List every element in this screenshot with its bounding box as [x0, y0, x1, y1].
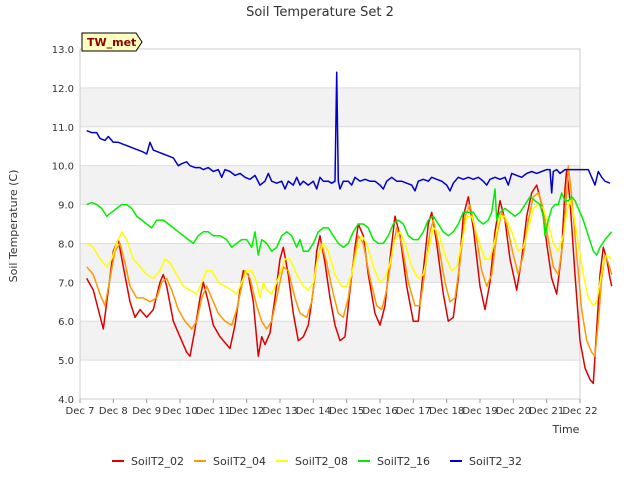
background-band [80, 321, 580, 361]
x-tick-label: Dec 9 [132, 406, 161, 417]
x-tick-label: Dec 20 [496, 406, 531, 417]
x-tick-label: Dec 16 [362, 406, 397, 417]
background-band [80, 49, 580, 88]
station-badge-label: TW_met [87, 36, 136, 49]
y-tick-label: 10.0 [52, 162, 74, 173]
series-line-soilt2-08 [86, 199, 613, 307]
station-badge: TW_met [81, 32, 143, 52]
y-tick-label: 9.0 [58, 201, 74, 212]
plot-area [79, 48, 581, 400]
x-tick-label: Dec 22 [562, 406, 597, 417]
y-tick-label: 4.0 [58, 395, 74, 406]
x-tick-label: Dec 8 [99, 406, 128, 417]
x-tick-label: Dec 11 [196, 406, 231, 417]
series-lines [86, 71, 613, 385]
y-tick-label: 8.0 [58, 239, 74, 250]
x-tick-label: Dec 12 [229, 406, 264, 417]
y-tick-label: 11.0 [52, 123, 74, 134]
y-tick-label: 5.0 [58, 356, 74, 367]
background-band [80, 126, 580, 166]
legend-label: SoilT2_02 [131, 455, 184, 468]
y-tick-label: 6.0 [58, 317, 74, 328]
series-line-soilt2-04 [86, 164, 613, 357]
legend-label: SoilT2_08 [295, 455, 348, 468]
legend-label: SoilT2_04 [213, 455, 266, 468]
x-tick-label: Dec 17 [396, 406, 431, 417]
x-tick-label: Dec 18 [429, 406, 464, 417]
x-tick-label: Dec 7 [66, 406, 95, 417]
x-axis-label: Time [552, 423, 580, 436]
y-axis-ticks: 4.0 5.0 6.0 7.0 8.0 9.0 10.0 11.0 12.0 13.0 [52, 45, 74, 406]
y-tick-label: 7.0 [58, 278, 74, 289]
x-tick-label: Dec 13 [262, 406, 297, 417]
background-band [80, 165, 580, 205]
y-tick-label: 12.0 [52, 84, 74, 95]
background-band [80, 360, 580, 399]
y-axis-label: Soil Temperature (C) [7, 170, 20, 283]
legend: SoilT2_02 SoilT2_04 SoilT2_08 SoilT2_16 Soil… [112, 455, 522, 468]
x-tick-label: Dec 21 [529, 406, 564, 417]
x-tick-label: Dec 14 [296, 406, 331, 417]
legend-label: SoilT2_32 [469, 455, 522, 468]
x-tick-label: Dec 19 [462, 406, 497, 417]
chart-title: Soil Temperature Set 2 [246, 5, 394, 20]
y-tick-label: 13.0 [52, 45, 74, 56]
x-tick-label: Dec 10 [162, 406, 197, 417]
series-line-soilt2-32 [86, 71, 611, 194]
x-tick-label: Dec 15 [329, 406, 364, 417]
legend-label: SoilT2_16 [377, 455, 430, 468]
background-band [80, 87, 580, 127]
series-line-soilt2-16 [86, 188, 613, 256]
background-bands [80, 49, 580, 399]
